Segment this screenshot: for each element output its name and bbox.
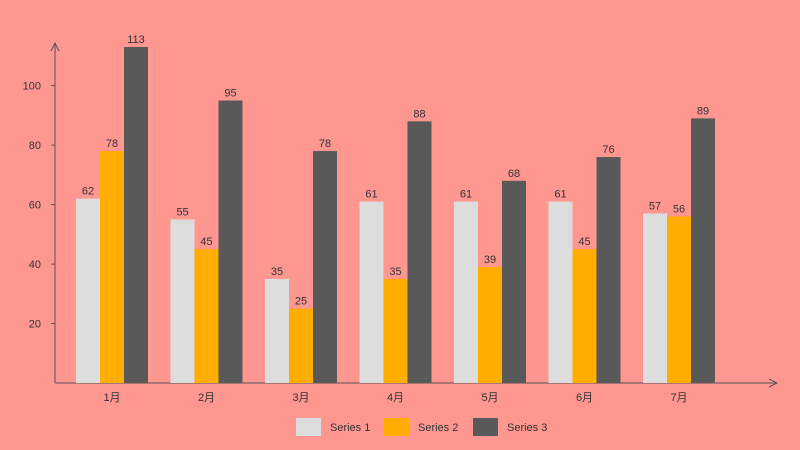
data-label: 45 — [200, 236, 212, 248]
data-label: 55 — [176, 206, 188, 218]
bar — [383, 278, 408, 383]
data-label: 45 — [578, 236, 590, 248]
data-label: 25 — [295, 296, 307, 308]
data-label: 57 — [649, 201, 661, 213]
legend-swatch — [473, 418, 498, 436]
data-label: 68 — [508, 168, 520, 180]
bar — [194, 249, 219, 383]
data-label: 62 — [82, 186, 94, 198]
data-label: 78 — [319, 138, 331, 150]
bars — [76, 47, 715, 384]
bar — [124, 47, 148, 383]
x-tick-label: 1月 — [103, 392, 120, 404]
bar — [265, 278, 289, 383]
bar — [502, 180, 526, 383]
bar — [218, 100, 243, 383]
bar — [100, 151, 124, 383]
legend-label: Series 1 — [330, 422, 370, 434]
bar — [548, 201, 573, 383]
data-label: 113 — [127, 34, 145, 46]
bar — [313, 151, 337, 383]
bar — [643, 213, 667, 383]
bar — [407, 121, 432, 384]
data-labels: 62 78 113 55 45 95 35 25 78 61 35 88 61 39 68 61 45 76 57 5… — [82, 34, 709, 308]
data-label: 78 — [106, 138, 118, 150]
x-tick-label: 2月 — [198, 392, 215, 404]
data-label: 35 — [389, 266, 401, 278]
bar — [478, 267, 502, 383]
data-label: 61 — [460, 189, 472, 201]
data-label: 88 — [413, 108, 425, 120]
y-tick-label: 20 — [29, 319, 41, 331]
x-tick-label: 6月 — [576, 392, 593, 404]
x-axis: 1月 2月 3月 4月 5月 6月 7月 — [55, 378, 779, 404]
y-tick-label: 100 — [23, 81, 41, 93]
data-label: 76 — [602, 144, 614, 156]
y-tick-label: 80 — [29, 140, 41, 152]
bar — [359, 201, 384, 383]
data-label: 89 — [697, 105, 709, 117]
x-tick-label: 3月 — [292, 392, 309, 404]
x-tick-label: 4月 — [387, 392, 404, 404]
bar — [289, 308, 313, 383]
x-tick-label: 5月 — [481, 392, 498, 404]
data-label: 61 — [365, 189, 377, 201]
y-tick-label: 60 — [29, 200, 41, 212]
data-label: 56 — [673, 203, 685, 215]
legend-label: Series 3 — [507, 422, 547, 434]
bar — [596, 157, 621, 383]
data-label: 61 — [554, 189, 566, 201]
bar — [170, 219, 195, 383]
legend-swatch — [384, 418, 409, 436]
data-label: 35 — [271, 266, 283, 278]
y-axis-arrow — [50, 41, 60, 52]
x-axis-arrow — [768, 378, 779, 388]
bar — [667, 216, 691, 383]
x-tick-label: 7月 — [670, 392, 687, 404]
y-tick-label: 40 — [29, 259, 41, 271]
legend[interactable]: Series 1 Series 2 Series 3 — [296, 418, 547, 436]
bar — [454, 201, 478, 383]
legend-label: Series 2 — [418, 422, 458, 434]
bar — [691, 118, 715, 384]
bar — [76, 198, 100, 383]
legend-item[interactable]: Series 2 — [384, 418, 458, 436]
data-label: 39 — [484, 254, 496, 266]
legend-item[interactable]: Series 1 — [296, 418, 370, 436]
legend-item[interactable]: Series 3 — [473, 418, 547, 436]
bar — [572, 249, 597, 383]
legend-swatch — [296, 418, 321, 436]
y-axis: 20 40 60 80 100 — [23, 41, 60, 383]
data-label: 95 — [224, 88, 236, 100]
